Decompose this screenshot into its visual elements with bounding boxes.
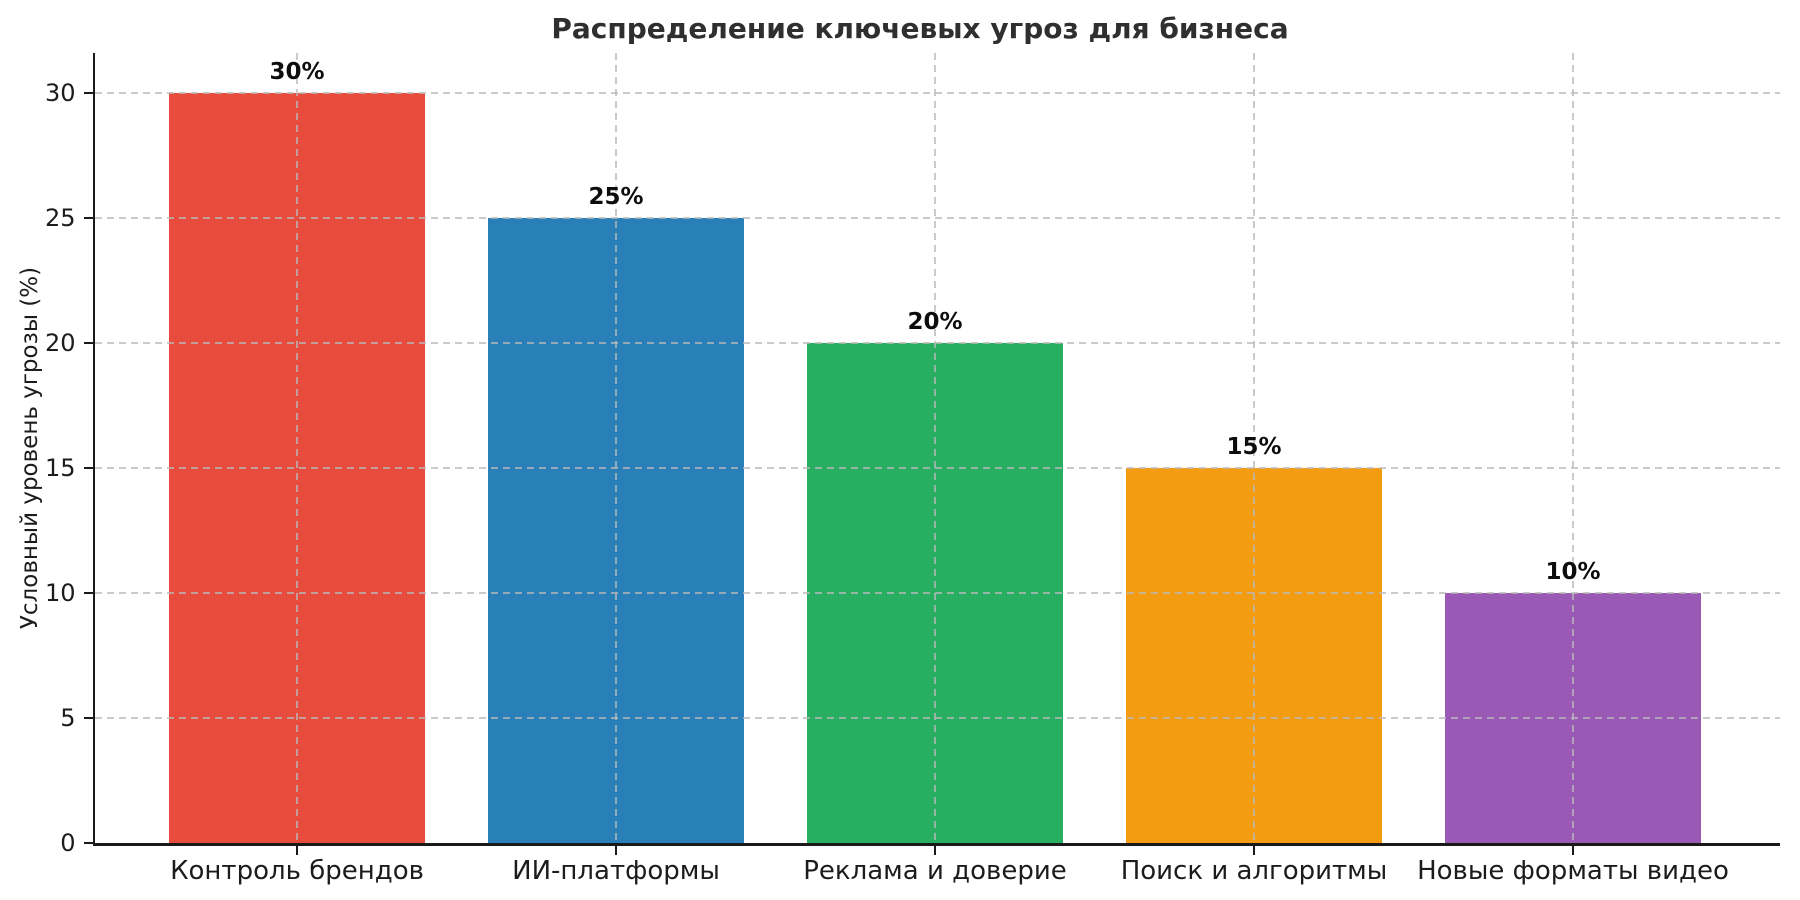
v-gridline (1572, 53, 1574, 843)
x-tick-mark (614, 845, 618, 855)
h-gridline (95, 467, 1780, 469)
x-axis-tick-label: Контроль брендов (170, 855, 424, 886)
y-axis-tick-label: 25 (44, 204, 76, 232)
h-gridline (95, 592, 1780, 594)
x-axis-tick-label: Реклама и доверие (803, 855, 1067, 886)
bar-value-label: 30% (269, 59, 325, 85)
bar-value-label: 25% (588, 184, 644, 210)
y-axis-tick-label: 15 (44, 454, 76, 482)
y-axis-tick-label: 10 (44, 579, 76, 607)
x-tick-mark (295, 845, 299, 855)
h-gridline (95, 92, 1780, 94)
y-tick-mark (83, 716, 93, 720)
h-gridline (95, 717, 1780, 719)
y-axis-tick-label: 20 (44, 329, 76, 357)
y-axis-label: Условный уровень угрозы (%) (17, 266, 43, 630)
x-axis-spine (92, 843, 1780, 846)
y-tick-mark (83, 216, 93, 220)
y-tick-mark (83, 466, 93, 470)
bar-value-label: 15% (1226, 434, 1282, 460)
v-gridline (296, 53, 298, 843)
y-tick-mark (83, 341, 93, 345)
v-gridline (615, 53, 617, 843)
v-gridline (1253, 53, 1255, 843)
v-gridline (934, 53, 936, 843)
x-tick-mark (933, 845, 937, 855)
y-axis-tick-label: 0 (60, 829, 76, 857)
y-axis-tick-label: 30 (44, 79, 76, 107)
chart-title: Распределение ключевых угроз для бизнеса (551, 12, 1289, 45)
bar-value-label: 20% (907, 309, 963, 335)
y-tick-mark (83, 91, 93, 95)
h-gridline (95, 217, 1780, 219)
x-tick-mark (1571, 845, 1575, 855)
x-axis-tick-label: ИИ-платформы (512, 855, 720, 886)
y-axis-tick-label: 5 (60, 704, 76, 732)
x-axis-tick-label: Новые форматы видео (1417, 855, 1729, 886)
y-tick-mark (83, 591, 93, 595)
h-gridline (95, 342, 1780, 344)
bar-value-label: 10% (1545, 559, 1601, 585)
y-tick-mark (83, 841, 93, 845)
y-axis-spine (92, 53, 95, 846)
x-axis-tick-label: Поиск и алгоритмы (1120, 855, 1388, 886)
x-tick-mark (1252, 845, 1256, 855)
